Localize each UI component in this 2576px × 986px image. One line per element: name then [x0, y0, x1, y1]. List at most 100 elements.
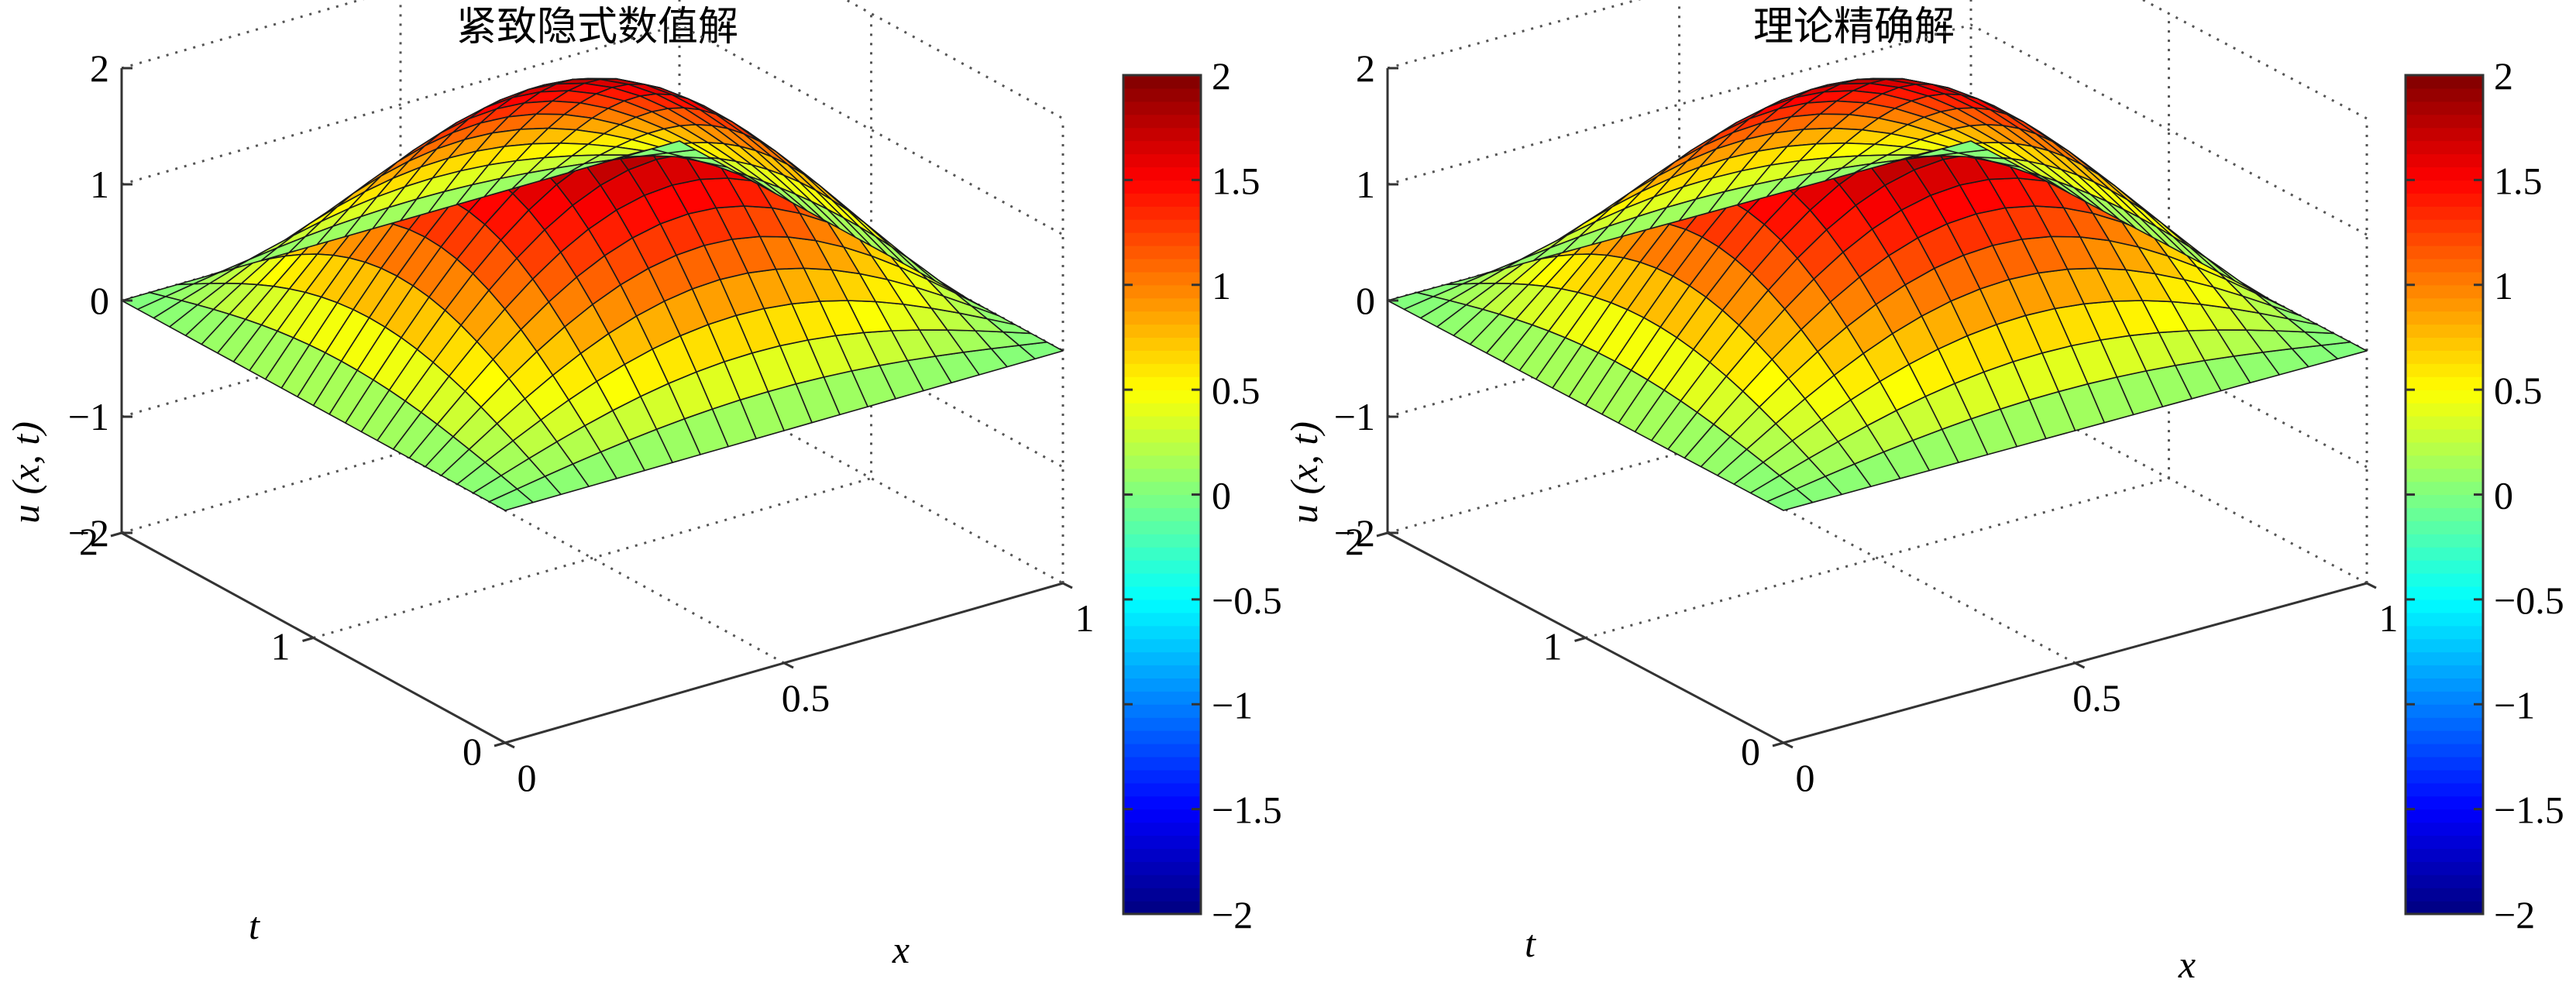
colorbar-swatch	[2406, 337, 2483, 351]
t-tick-mark	[1772, 741, 1784, 747]
z-tick-label: −1	[1334, 395, 1375, 438]
colorbar-swatch	[1123, 324, 1201, 338]
colorbar-swatch	[1123, 835, 1201, 849]
colorbar-swatch	[1123, 586, 1201, 600]
colorbar-swatch	[2406, 848, 2483, 862]
colorbar-swatch	[2406, 403, 2483, 417]
colorbar-tick-label: 0	[2494, 474, 2513, 517]
colorbar-tick-label: −2	[2494, 893, 2535, 936]
colorbar-swatch	[1123, 415, 1201, 430]
colorbar-swatch	[1123, 573, 1201, 587]
colorbar-swatch	[2406, 350, 2483, 364]
colorbar-swatch	[2406, 153, 2483, 168]
colorbar-swatch	[2406, 599, 2483, 613]
z-tick-label: −1	[68, 395, 109, 438]
z-axis-label: u (x, t)	[4, 421, 47, 524]
colorbar-swatch	[1123, 403, 1201, 417]
grid-top-back	[1387, 0, 2368, 120]
colorbar-swatch	[2406, 534, 2483, 548]
colorbar-swatch	[1123, 219, 1201, 233]
colorbar-swatch	[1123, 730, 1201, 744]
colorbar-swatch	[1123, 337, 1201, 351]
colorbar-swatch	[1123, 756, 1201, 771]
colorbar-swatch	[2406, 428, 2483, 443]
colorbar-swatch	[1123, 363, 1201, 377]
t-tick-label: 1	[271, 625, 291, 668]
surface-mesh	[121, 77, 1064, 511]
colorbar-swatch	[1123, 625, 1201, 640]
colorbar-swatch	[2406, 678, 2483, 692]
colorbar-swatch	[1123, 481, 1201, 496]
colorbar-swatch	[2406, 769, 2483, 784]
colorbar-swatch	[2406, 206, 2483, 220]
colorbar-swatch	[2406, 114, 2483, 129]
colorbar-swatch	[1123, 114, 1201, 129]
colorbar-swatch	[2406, 573, 2483, 587]
colorbar-tick-label: −2	[1212, 893, 1253, 936]
colorbar-swatch	[1123, 206, 1201, 220]
colorbar-swatch	[2406, 730, 2483, 744]
t-tick-mark	[1574, 637, 1586, 642]
colorbar-swatch	[2406, 441, 2483, 456]
colorbar-swatch	[1123, 258, 1201, 273]
colorbar-swatch	[2406, 651, 2483, 666]
colorbar-tick-label: −0.5	[1212, 579, 1282, 622]
colorbar-swatch	[2406, 376, 2483, 390]
colorbar-swatch	[1123, 167, 1201, 180]
z-tick-label: 0	[90, 279, 109, 322]
colorbar-swatch	[2406, 311, 2483, 325]
colorbar-swatch	[1123, 468, 1201, 483]
x-tick-mark	[2366, 582, 2377, 589]
x-tick-mark	[2074, 661, 2086, 669]
z-tick-label: 0	[1356, 279, 1375, 322]
colorbar-tick-label: 2	[2494, 54, 2513, 98]
colorbar-swatch	[1123, 848, 1201, 862]
t-axis-label: t	[249, 904, 260, 947]
colorbar-swatch	[2406, 140, 2483, 155]
colorbar-swatch	[1123, 297, 1201, 312]
colorbar-swatch	[1123, 665, 1201, 679]
colorbar-swatch	[2406, 232, 2483, 246]
colorbar-swatch	[1123, 901, 1201, 915]
colorbar-swatch	[2406, 665, 2483, 679]
t-tick-mark	[494, 741, 506, 747]
colorbar-swatch	[2406, 888, 2483, 902]
colorbar-swatch	[2406, 861, 2483, 875]
colorbar-swatch	[2406, 835, 2483, 849]
colorbar-swatch	[2406, 88, 2483, 102]
colorbar-swatch	[2406, 704, 2483, 718]
colorbar-swatch	[1123, 678, 1201, 692]
colorbar-swatch	[2406, 284, 2483, 299]
colorbar-tick-label: −0.5	[2494, 579, 2564, 622]
colorbar-swatch	[1123, 861, 1201, 875]
colorbar-swatch	[1123, 284, 1201, 299]
colorbar-swatch	[2406, 586, 2483, 600]
x-tick-label: 1	[1075, 596, 1095, 640]
colorbar-swatch	[2406, 795, 2483, 810]
colorbar-swatch	[1123, 441, 1201, 456]
colorbar-swatch	[1123, 651, 1201, 666]
x-tick-label: 0.5	[2072, 676, 2121, 720]
colorbar-swatch	[1123, 534, 1201, 548]
surface-mesh	[1387, 77, 2368, 511]
colorbar-swatch	[2406, 245, 2483, 259]
z-tick-label: 1	[90, 163, 109, 206]
colorbar-swatch	[2406, 415, 2483, 430]
colorbar-swatch	[1123, 520, 1201, 534]
x-tick-mark	[1783, 741, 1794, 749]
colorbar-tick-label: −1.5	[1212, 788, 1282, 832]
x-axis-label: x	[892, 928, 910, 971]
colorbar-swatch	[1123, 153, 1201, 168]
colorbar-swatch	[2406, 455, 2483, 469]
colorbar-swatch	[1123, 704, 1201, 718]
colorbar: −2 −1.5 −1 −0.5 0 0.5 1 1.5 2	[1122, 54, 1282, 936]
colorbar-swatch	[1123, 874, 1201, 888]
colorbar-swatch	[1123, 271, 1201, 286]
colorbar-swatch	[2406, 127, 2483, 142]
colorbar-swatch	[1123, 599, 1201, 613]
colorbar-swatch	[2406, 494, 2483, 509]
colorbar-swatch	[1123, 75, 1201, 89]
colorbar-swatch	[2406, 691, 2483, 705]
